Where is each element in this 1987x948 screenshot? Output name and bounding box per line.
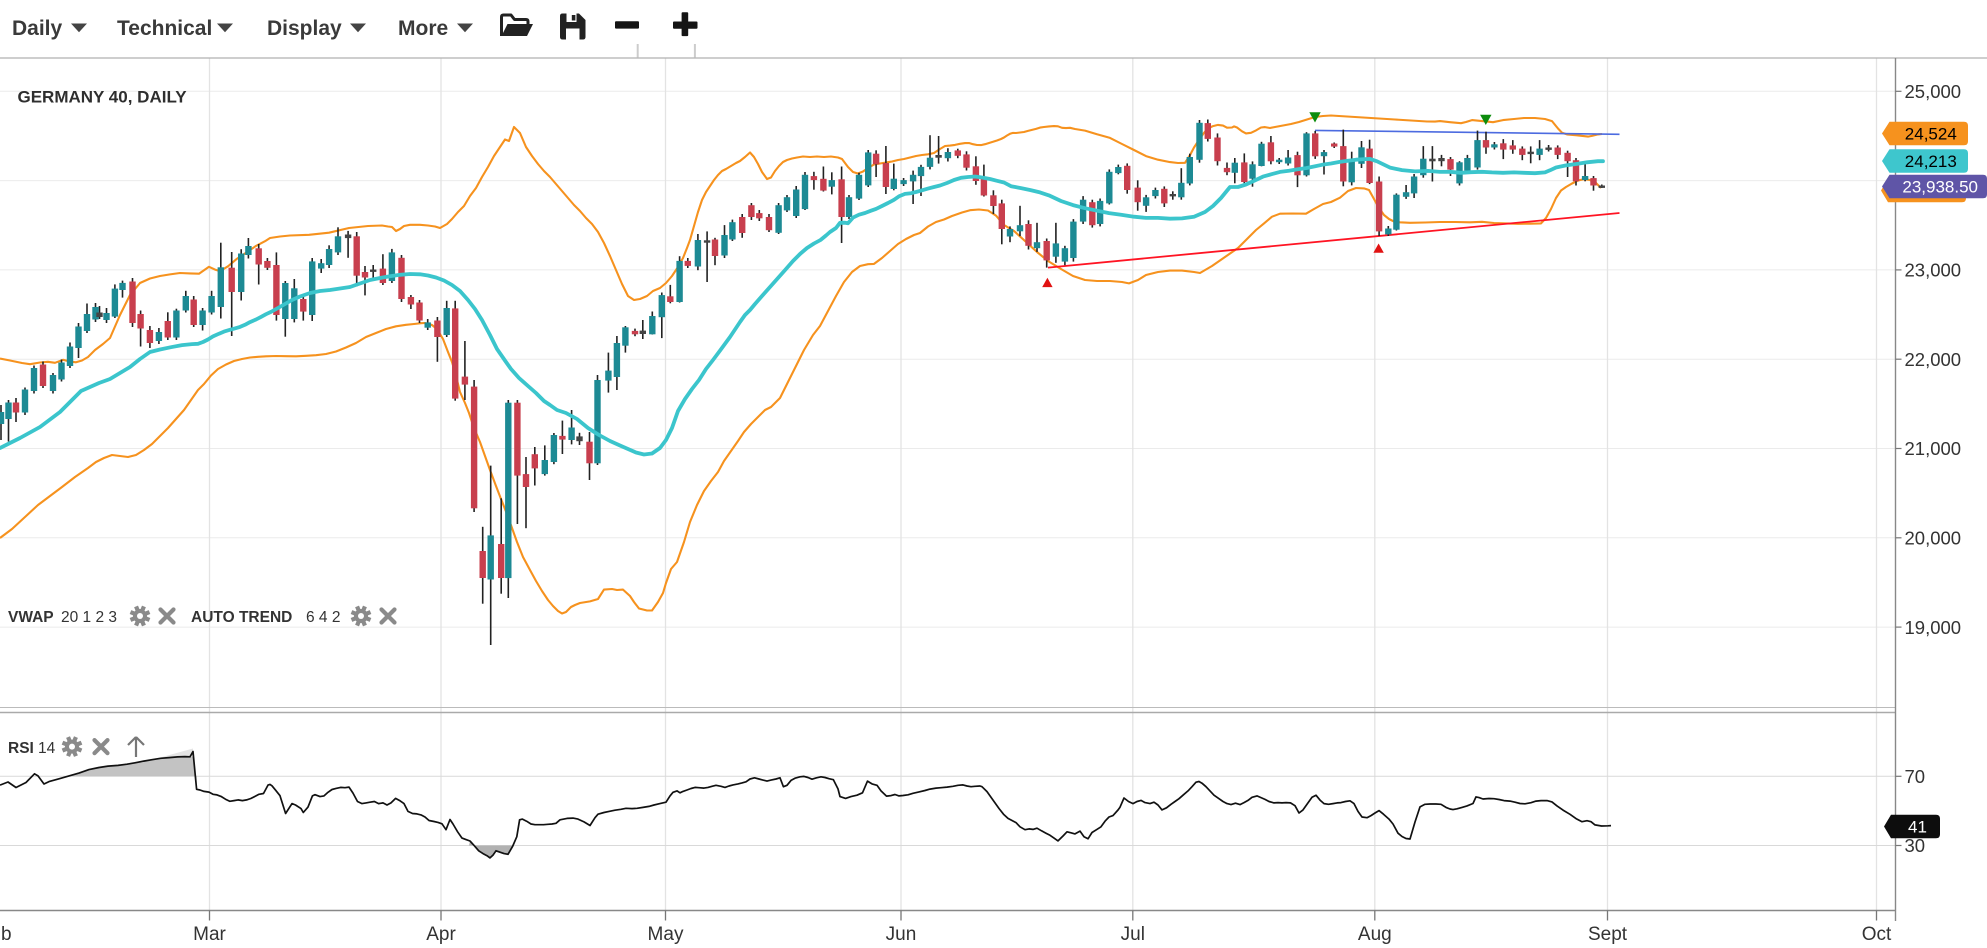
svg-text:Daily: Daily	[12, 17, 63, 40]
svg-text:Apr: Apr	[426, 924, 456, 945]
svg-text:25,000: 25,000	[1905, 81, 1962, 102]
svg-text:Oct: Oct	[1862, 924, 1892, 945]
svg-text:Aug: Aug	[1358, 924, 1392, 945]
svg-text:41: 41	[1908, 818, 1927, 837]
svg-text:6 4 2: 6 4 2	[306, 609, 340, 626]
svg-text:Technical: Technical	[117, 17, 212, 40]
svg-text:23,938.50: 23,938.50	[1902, 178, 1978, 197]
svg-text:GERMANY 40, DAILY: GERMANY 40, DAILY	[18, 88, 188, 107]
svg-text:Sept: Sept	[1588, 924, 1628, 945]
svg-text:22,000: 22,000	[1905, 349, 1962, 370]
svg-text:Jul: Jul	[1121, 924, 1145, 945]
svg-text:14: 14	[38, 740, 56, 757]
svg-text:Display: Display	[267, 17, 342, 40]
svg-text:19,000: 19,000	[1905, 617, 1962, 638]
svg-text:30: 30	[1905, 835, 1926, 856]
svg-text:24,524: 24,524	[1905, 125, 1957, 144]
svg-text:AUTO TREND: AUTO TREND	[191, 609, 292, 626]
svg-text:70: 70	[1905, 766, 1926, 787]
svg-text:May: May	[648, 924, 684, 945]
svg-text:Jun: Jun	[886, 924, 917, 945]
svg-text:20,000: 20,000	[1905, 528, 1962, 549]
svg-text:20 1 2 3: 20 1 2 3	[61, 609, 117, 626]
svg-text:b: b	[1, 924, 12, 945]
svg-text:More: More	[398, 17, 448, 40]
svg-text:23,000: 23,000	[1905, 260, 1962, 281]
svg-text:21,000: 21,000	[1905, 438, 1962, 459]
svg-text:VWAP: VWAP	[8, 609, 54, 626]
svg-text:Mar: Mar	[193, 924, 226, 945]
svg-text:RSI: RSI	[8, 740, 34, 757]
svg-text:24,213: 24,213	[1905, 152, 1957, 171]
